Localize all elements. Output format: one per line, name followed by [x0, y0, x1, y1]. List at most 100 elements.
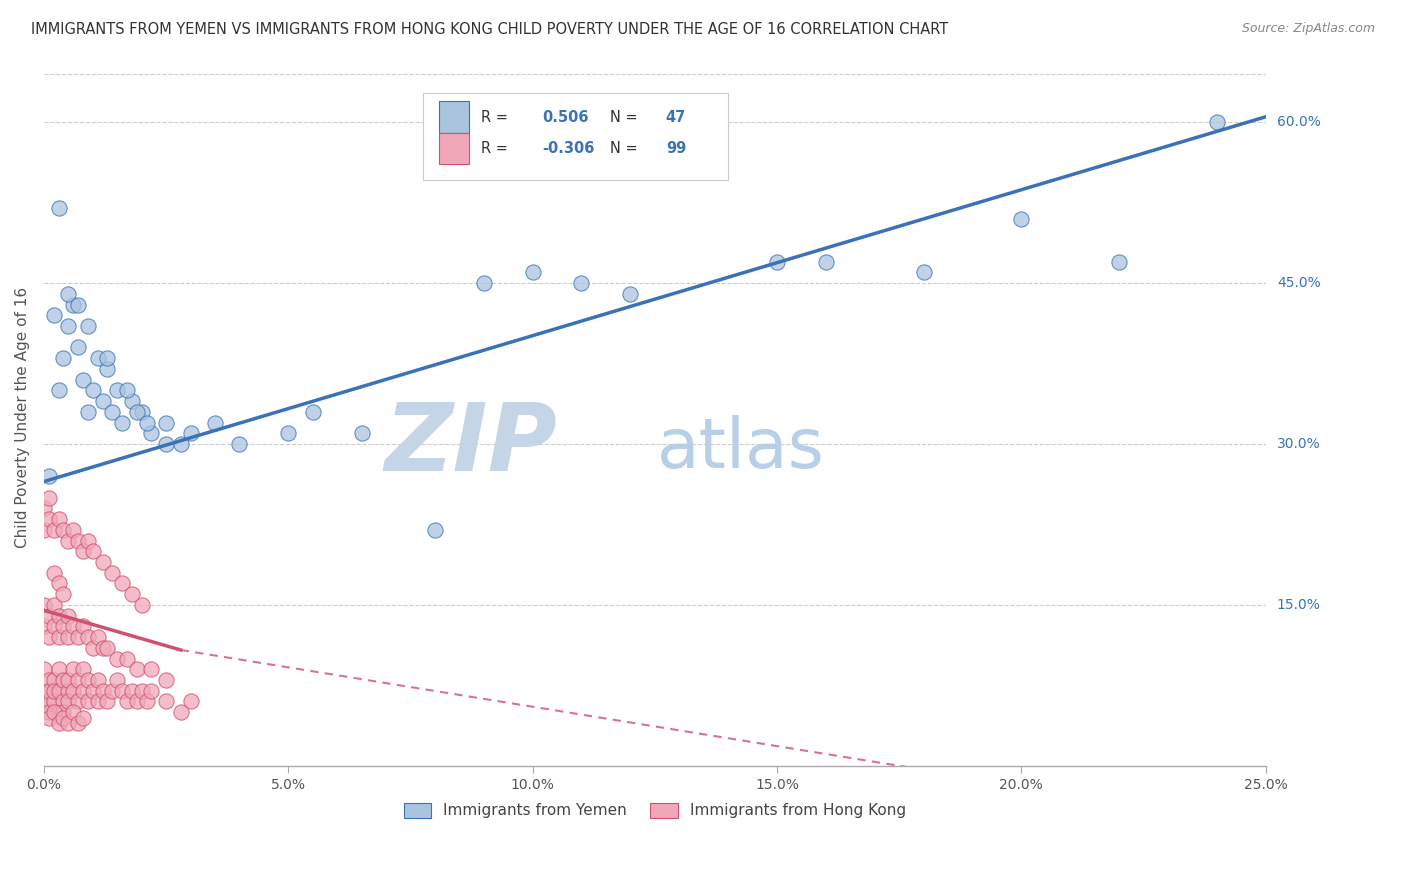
- Point: [72, 544, 94, 558]
- Point: [52, 710, 75, 724]
- Point: [155, 437, 177, 451]
- Point: [62, 619, 84, 633]
- Point: [96, 694, 118, 708]
- Point: [76, 533, 98, 548]
- Point: [48, 715, 70, 730]
- Point: [115, 651, 138, 665]
- Point: [76, 694, 98, 708]
- Point: [96, 351, 118, 366]
- Point: [48, 662, 70, 676]
- Point: [115, 694, 138, 708]
- Point: [62, 705, 84, 719]
- Point: [38, 491, 60, 505]
- Point: [67, 715, 90, 730]
- Point: [67, 630, 90, 644]
- Point: [48, 608, 70, 623]
- Legend: Immigrants from Yemen, Immigrants from Hong Kong: Immigrants from Yemen, Immigrants from H…: [398, 797, 912, 824]
- Point: [32, 683, 55, 698]
- Point: [67, 694, 90, 708]
- Point: [58, 683, 80, 698]
- Point: [105, 384, 128, 398]
- Text: Source: ZipAtlas.com: Source: ZipAtlas.com: [1241, 22, 1375, 36]
- FancyBboxPatch shape: [439, 133, 470, 164]
- Point: [52, 619, 75, 633]
- Point: [82, 640, 104, 655]
- Point: [170, 437, 193, 451]
- Point: [48, 630, 70, 644]
- Point: [135, 416, 157, 430]
- Point: [101, 405, 124, 419]
- Point: [38, 512, 60, 526]
- Text: -0.306: -0.306: [543, 141, 595, 156]
- Point: [58, 715, 80, 730]
- Point: [141, 426, 163, 441]
- Point: [155, 673, 177, 687]
- Point: [96, 640, 118, 655]
- Point: [52, 351, 75, 366]
- Point: [121, 683, 143, 698]
- Point: [141, 683, 163, 698]
- Point: [101, 683, 124, 698]
- Point: [67, 673, 90, 687]
- Point: [72, 710, 94, 724]
- Point: [105, 673, 128, 687]
- Point: [48, 512, 70, 526]
- Point: [32, 699, 55, 714]
- Point: [62, 662, 84, 676]
- Point: [125, 405, 148, 419]
- Point: [42, 694, 65, 708]
- Point: [76, 405, 98, 419]
- Point: [42, 705, 65, 719]
- Point: [48, 384, 70, 398]
- Point: [423, 523, 446, 537]
- Text: 0.506: 0.506: [543, 110, 589, 125]
- Text: 15.0%: 15.0%: [1277, 598, 1320, 612]
- Point: [42, 683, 65, 698]
- Point: [131, 683, 153, 698]
- Point: [1010, 211, 1032, 226]
- Point: [111, 576, 134, 591]
- Point: [82, 384, 104, 398]
- Point: [277, 426, 299, 441]
- Text: R =: R =: [481, 110, 508, 125]
- Point: [1108, 254, 1130, 268]
- Point: [155, 416, 177, 430]
- Point: [179, 694, 201, 708]
- Point: [228, 437, 250, 451]
- Point: [91, 640, 114, 655]
- Point: [571, 276, 593, 290]
- Point: [42, 523, 65, 537]
- Point: [111, 416, 134, 430]
- Point: [111, 683, 134, 698]
- Point: [32, 662, 55, 676]
- Point: [42, 673, 65, 687]
- Point: [135, 694, 157, 708]
- Point: [522, 265, 544, 279]
- Point: [912, 265, 935, 279]
- FancyBboxPatch shape: [423, 93, 728, 180]
- Point: [72, 619, 94, 633]
- Point: [814, 254, 837, 268]
- Point: [86, 694, 108, 708]
- Point: [58, 318, 80, 333]
- Text: 47: 47: [666, 110, 686, 125]
- Point: [48, 576, 70, 591]
- Point: [52, 587, 75, 601]
- Point: [472, 276, 495, 290]
- Point: [38, 469, 60, 483]
- Point: [170, 705, 193, 719]
- Point: [52, 705, 75, 719]
- Point: [38, 694, 60, 708]
- Point: [62, 297, 84, 311]
- Point: [42, 308, 65, 322]
- Point: [1205, 115, 1227, 129]
- Point: [350, 426, 373, 441]
- Point: [32, 501, 55, 516]
- Point: [67, 297, 90, 311]
- Point: [91, 683, 114, 698]
- Point: [204, 416, 226, 430]
- Point: [141, 662, 163, 676]
- Point: [96, 362, 118, 376]
- Point: [58, 533, 80, 548]
- Point: [32, 523, 55, 537]
